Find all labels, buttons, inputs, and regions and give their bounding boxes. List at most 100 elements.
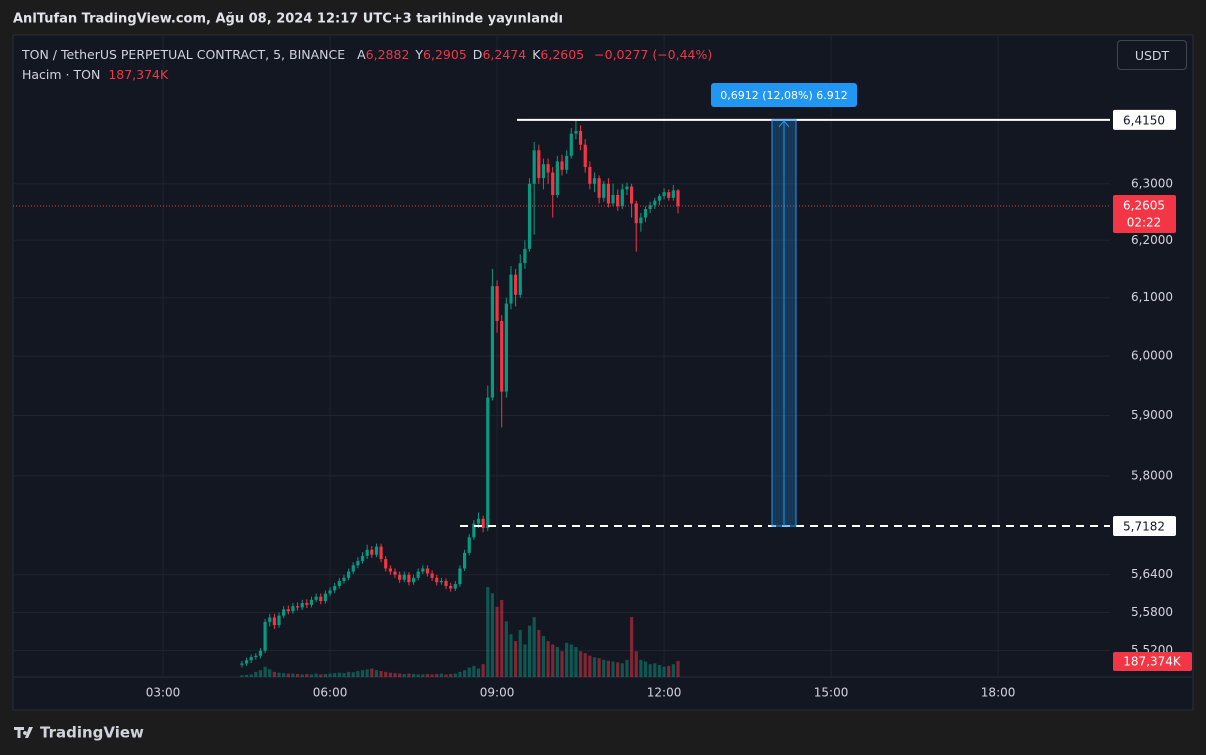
candle-body (398, 574, 402, 580)
candle-body (282, 609, 286, 616)
x-tick-label: 06:00 (313, 686, 348, 700)
volume-bar (453, 673, 457, 677)
candle-body (514, 274, 518, 295)
ohlc-value: 6,2905 (423, 47, 467, 62)
volume-bar (486, 587, 490, 677)
candle-body (481, 518, 485, 529)
candle-body (388, 568, 392, 572)
level-label-box (1113, 516, 1176, 537)
last-price-label: 6,2605 (1123, 198, 1165, 212)
volume-bar (263, 666, 267, 677)
volume-bar (634, 651, 638, 677)
candle-body (425, 568, 430, 574)
candle-body (523, 248, 527, 264)
level-label: 5,7182 (1123, 520, 1165, 534)
volume-bar (305, 674, 309, 677)
volume-bar (360, 670, 365, 677)
volume-bar (565, 642, 569, 677)
candle-body (295, 606, 300, 608)
candle-body (263, 621, 267, 651)
volume-bar (514, 641, 518, 677)
candle-body (314, 596, 318, 600)
candle-body (430, 573, 434, 578)
candle-body (657, 196, 662, 201)
volume-bar (439, 673, 443, 677)
volume-bar (625, 659, 629, 677)
candle-body (629, 186, 634, 204)
currency-button[interactable]: USDT (1117, 40, 1187, 70)
volume-bar (347, 671, 351, 677)
volume-bar (472, 665, 476, 677)
candle-body (467, 537, 471, 553)
volume-bar (629, 617, 634, 677)
y-tick-label: 6,3000 (1131, 176, 1173, 190)
volume-bar (676, 660, 680, 677)
candle-body (486, 397, 490, 529)
x-tick-label: 09:00 (480, 686, 515, 700)
volume-title: Hacim · TON (22, 67, 101, 82)
volume-bar (583, 653, 587, 677)
y-tick-label: 6,2000 (1131, 233, 1173, 247)
volume-bar (444, 674, 448, 677)
volume-bar (333, 673, 337, 677)
volume-bar (309, 674, 314, 677)
chart-panel (12, 34, 1194, 711)
candle-body (592, 178, 597, 184)
volume-bar (467, 667, 471, 677)
volume-bar (398, 673, 402, 677)
candle-body (272, 617, 276, 626)
candle-body (541, 164, 546, 179)
level-label-box (1113, 109, 1176, 130)
candle-body (667, 192, 671, 198)
volume-bar (272, 671, 276, 677)
volume-bar (458, 671, 462, 677)
volume-bar (662, 666, 666, 677)
candle-body (333, 585, 337, 591)
candle-body (527, 183, 532, 249)
candle-body (616, 195, 620, 207)
volume-bar (258, 670, 263, 677)
candle-body (402, 574, 406, 580)
candle-body (249, 657, 253, 661)
candle-body (662, 192, 666, 197)
publisher-line: AnlTufan TradingView.com, Ağu 08, 2024 1… (13, 12, 563, 27)
candle-body (393, 571, 397, 575)
volume-bar (240, 675, 244, 677)
candle-body (244, 660, 249, 664)
x-tick-label: 12:00 (647, 686, 682, 700)
volume-bar (282, 673, 286, 677)
volume-bar (611, 661, 615, 677)
volume-bar (328, 673, 332, 677)
symbol-line: TON / TetherUS PERPETUAL CONTRACT, 5, BI… (22, 45, 716, 65)
volume-bar (578, 651, 583, 677)
footer-logo: TradingView (14, 724, 144, 742)
volume-bar (254, 671, 258, 677)
candle-body (490, 286, 495, 398)
candle-body (328, 590, 332, 594)
volume-bar (421, 674, 425, 677)
x-tick-label: 15:00 (814, 686, 849, 700)
candle-body (532, 150, 536, 184)
candle-body (472, 523, 476, 538)
candle-body (277, 615, 281, 626)
candle-body (504, 303, 508, 392)
volume-bar (509, 634, 513, 677)
candle-body (565, 155, 569, 170)
volume-bar (379, 671, 383, 677)
ohlc-value: 6,2605 (540, 47, 585, 62)
volume-bar (244, 674, 249, 677)
candle-body (411, 577, 416, 583)
candle-body (560, 161, 564, 170)
candle-body (254, 655, 258, 658)
candle-body (370, 549, 374, 555)
volume-bar (523, 644, 527, 677)
ohlc-key: D (472, 47, 483, 62)
volume-bar (268, 669, 272, 677)
y-tick-label: 5,8000 (1131, 468, 1173, 482)
candle-body (379, 546, 383, 560)
volume-bar (356, 671, 360, 677)
volume-bar (291, 673, 295, 677)
candle-body (546, 164, 550, 173)
candle-body (518, 263, 522, 295)
